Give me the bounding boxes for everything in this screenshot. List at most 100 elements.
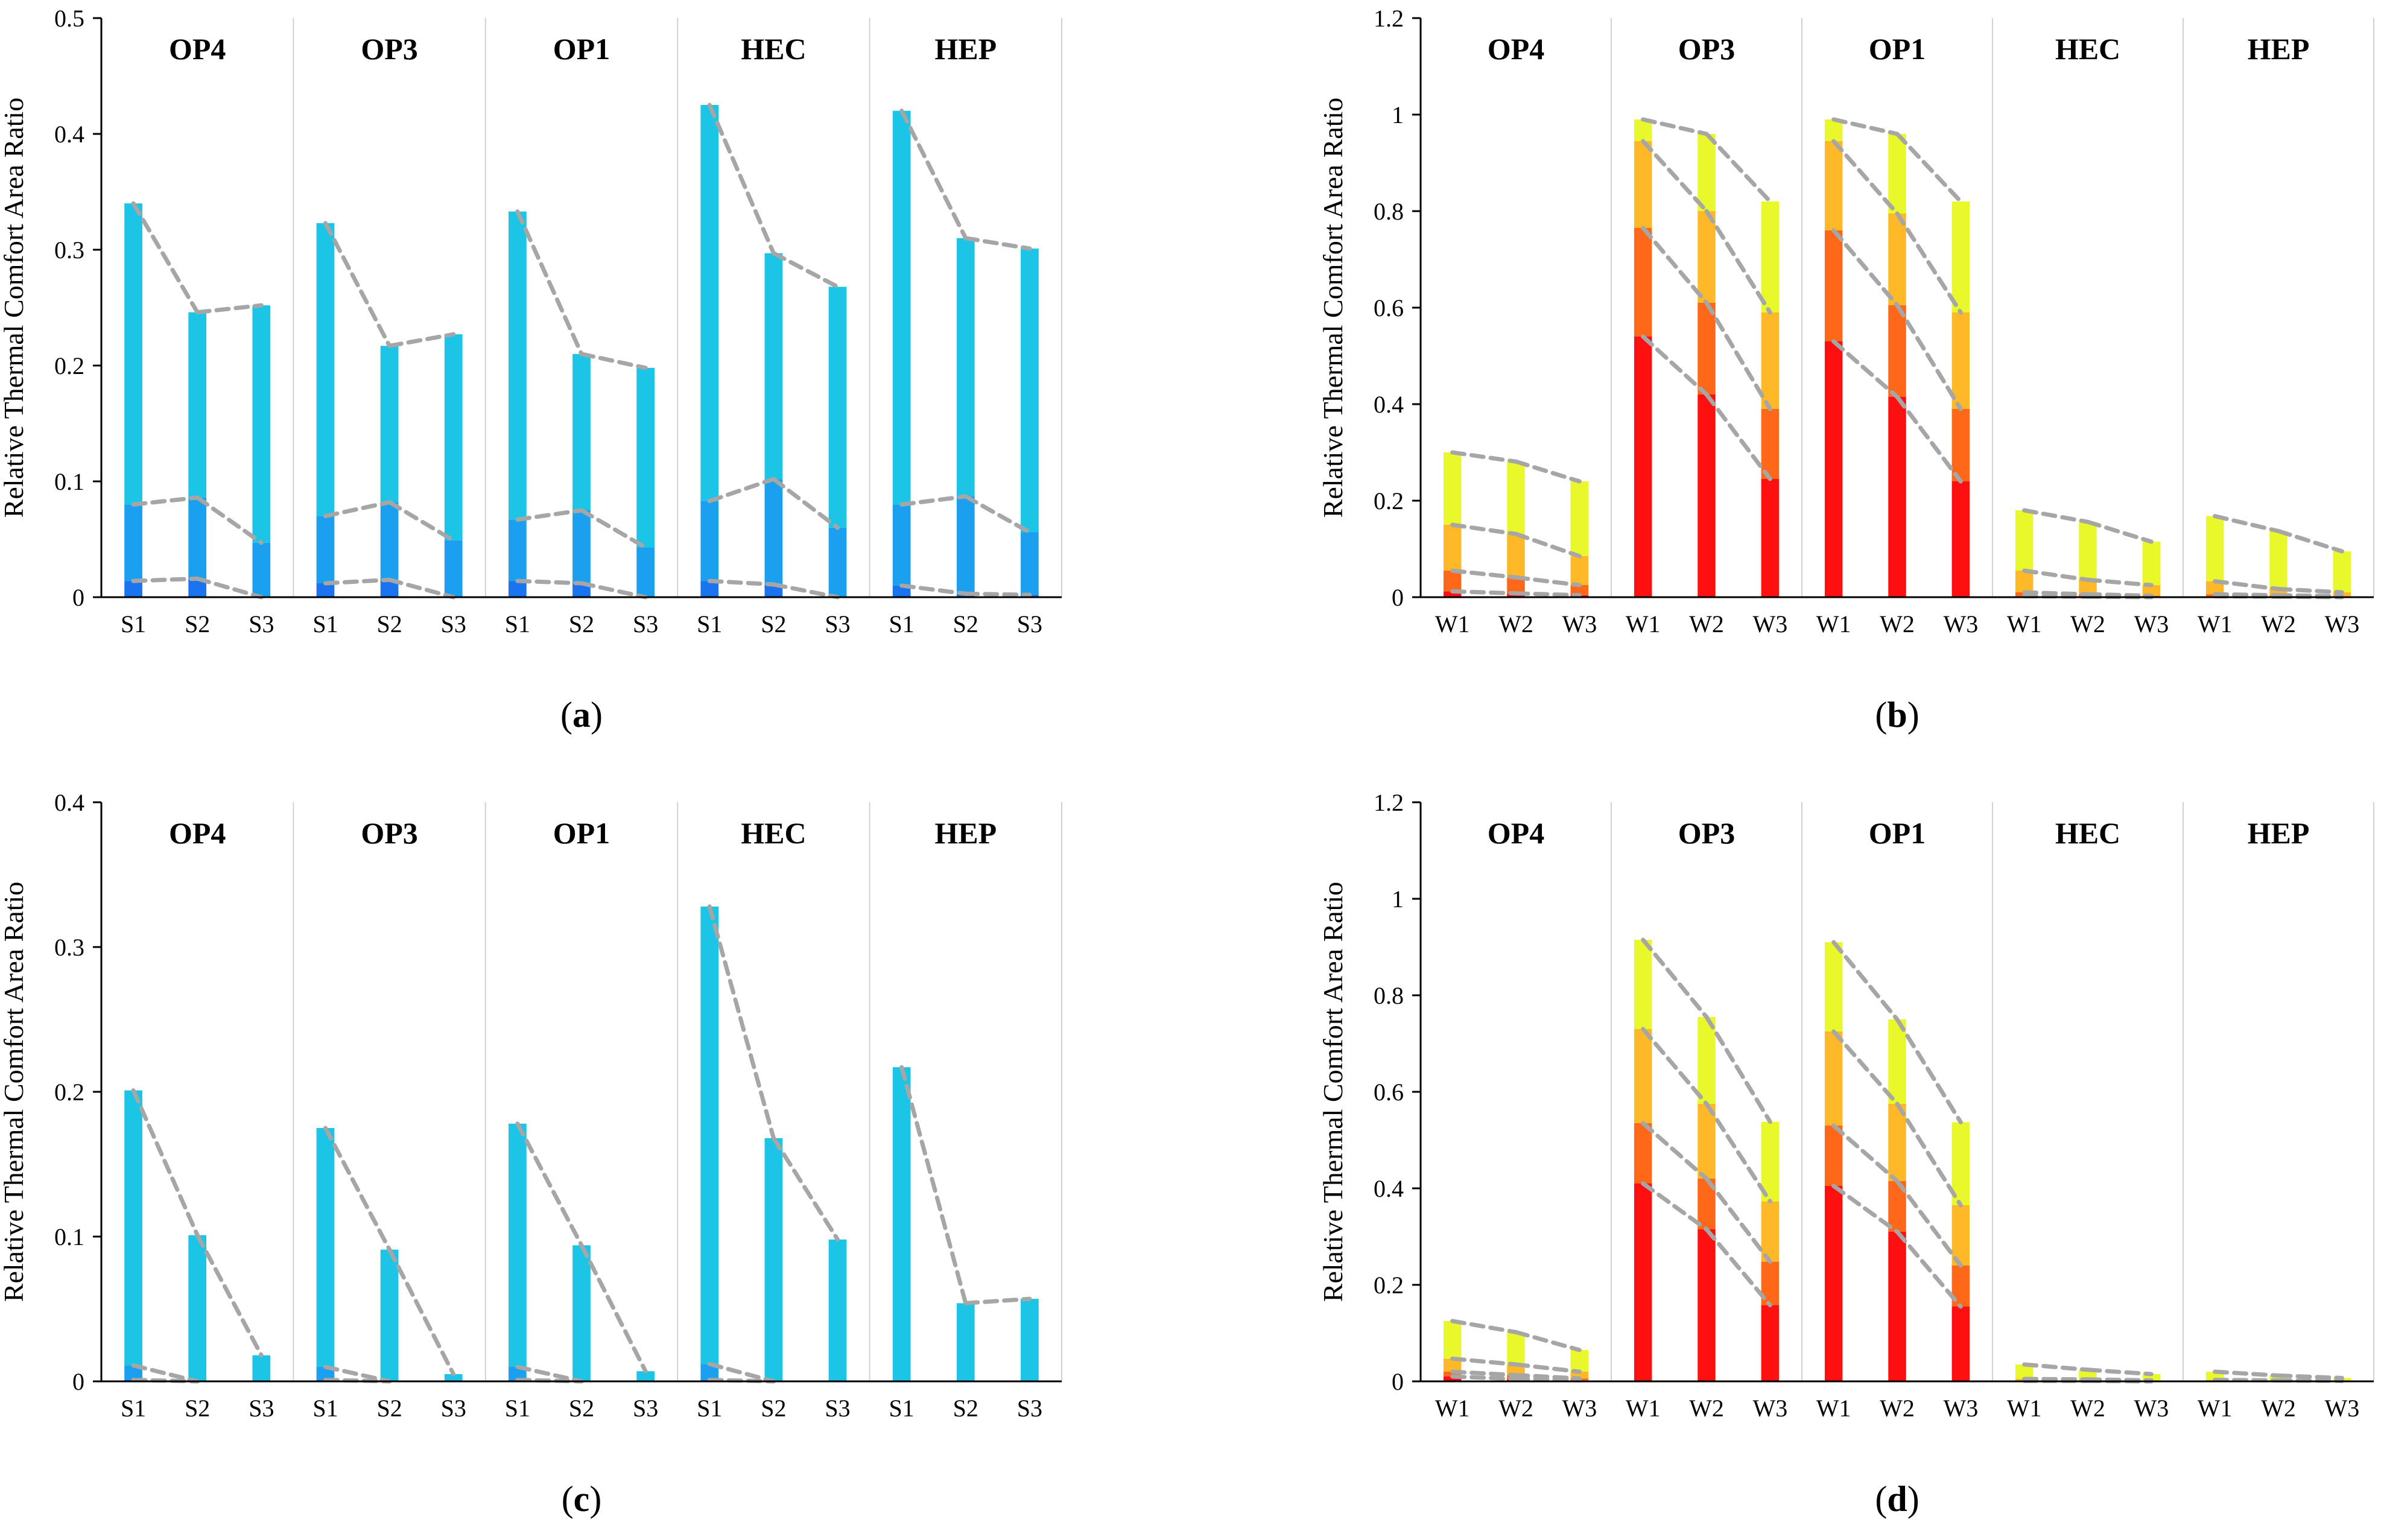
bar-segment [1888, 214, 1906, 305]
x-tick-label: S2 [376, 610, 402, 638]
trend-connector [2022, 1362, 2090, 1372]
trend-connector [1831, 339, 1900, 399]
bar-segment [380, 1249, 399, 1381]
bar-segment [1507, 1364, 1525, 1375]
y-tick-label: 0 [1392, 1368, 1404, 1395]
caption-close-paren: ) [1907, 695, 1920, 735]
bar-segment [444, 334, 463, 540]
group-label: OP1 [1869, 32, 1926, 66]
y-tick-label: 0.4 [54, 121, 84, 148]
x-tick-label: W3 [1752, 610, 1787, 638]
trend-connector [963, 591, 1032, 597]
bar-segment [1761, 1305, 1780, 1381]
x-tick-label: W1 [1816, 610, 1851, 638]
group-label: OP3 [361, 816, 417, 850]
y-axis-title: Relative Thermal Comfort Area Ratio [1317, 882, 1348, 1302]
bar-segment [1824, 341, 1843, 597]
bar-segment [1761, 409, 1780, 479]
bar-segment [1698, 1017, 1716, 1104]
bar-segment [1761, 479, 1780, 597]
trend-connector [899, 1065, 968, 1305]
group-label: HEP [934, 816, 997, 850]
group-label: OP1 [553, 32, 610, 66]
bar-segment [252, 305, 271, 543]
x-tick-label: S2 [761, 1395, 786, 1422]
trend-connector [1641, 1181, 1709, 1232]
y-axis-title: Relative Thermal Comfort Area Ratio [1317, 98, 1348, 518]
bar-segment [1951, 1122, 1970, 1205]
x-tick-label: S2 [953, 1395, 978, 1422]
trend-connector [1704, 1176, 1772, 1264]
trend-connector [963, 236, 1032, 251]
caption-open-paren: ( [562, 1479, 574, 1519]
trend-connector [1514, 459, 1582, 484]
trend-connector [2022, 590, 2090, 597]
bar-segment [1888, 1019, 1906, 1104]
bar-segment [1443, 571, 1462, 592]
x-tick-label: S1 [505, 610, 530, 638]
chart-panel-d: 0 0.2 0.4 0.6 0.8 1 1.2 Relative Thermal Comfor… [1317, 789, 2374, 1519]
trend-connector [899, 109, 968, 241]
trend-connector [387, 1247, 456, 1377]
y-tick-label: 0.1 [54, 1223, 84, 1250]
y-tick-label: 0.6 [1374, 294, 1404, 322]
x-tick-label: S1 [312, 1395, 338, 1422]
bar-segment [892, 585, 911, 597]
trend-connector [2085, 1377, 2154, 1383]
trend-connector [195, 495, 264, 545]
bar-segment [700, 105, 719, 501]
chart-panel-c: 0 0.1 0.2 0.3 0.4 Relative Thermal Comfort Ar… [0, 789, 1062, 1519]
y-tick-label: 0.2 [1374, 1272, 1404, 1299]
bar-segment [1888, 305, 1906, 397]
x-tick-label: S3 [249, 610, 274, 638]
x-tick-label: W3 [2134, 610, 2169, 638]
y-tick-label: 0.1 [54, 468, 84, 495]
x-tick-label: S1 [889, 1395, 915, 1422]
x-tick-label: W3 [1562, 610, 1597, 638]
caption-letter: c [574, 1479, 590, 1519]
bar-segment [1634, 1184, 1652, 1381]
x-tick-label: S3 [1017, 610, 1042, 638]
y-tick-label: 1.2 [1374, 5, 1404, 32]
bar-segment [316, 583, 335, 597]
bar-segment [892, 504, 911, 586]
bar-segment [2205, 516, 2224, 581]
x-tick-label: W2 [2261, 1395, 2296, 1422]
x-tick-label: W2 [1880, 1395, 1915, 1422]
y-tick-label: 0 [1392, 584, 1404, 611]
x-tick-label: S3 [633, 610, 658, 638]
bar-segment [1443, 1377, 1462, 1381]
x-tick-label: W1 [2007, 1395, 2042, 1422]
chart-panel-a: 0 0.1 0.2 0.3 0.4 0.5 Relative Thermal Comfort… [0, 5, 1062, 735]
trend-connector [2022, 508, 2090, 524]
x-tick-label: S2 [569, 1395, 594, 1422]
y-tick-label: 0.8 [1374, 982, 1404, 1009]
group-label: OP4 [169, 816, 226, 850]
trend-connector [1831, 1184, 1900, 1234]
trend-connector [899, 494, 968, 507]
bar-segment [572, 353, 591, 510]
trend-connector [515, 1121, 584, 1247]
trend-connector [2276, 593, 2344, 598]
bar-segment [1888, 1104, 1906, 1181]
x-tick-label: S1 [697, 610, 722, 638]
bar-segment [1634, 228, 1652, 337]
x-tick-label: S3 [825, 610, 850, 638]
trend-connector [2213, 514, 2281, 533]
bar-segment [316, 223, 335, 516]
trend-connector [579, 508, 648, 550]
trend-connector [515, 1364, 584, 1384]
trend-connector [899, 583, 968, 596]
bar-segment [1570, 1350, 1589, 1372]
bar-segment [1634, 1029, 1652, 1123]
bar-segment [509, 1367, 527, 1380]
trend-connector [131, 576, 200, 583]
bar-segment [188, 497, 207, 579]
x-tick-label: W3 [1943, 610, 1978, 638]
trend-connector [1895, 303, 1963, 411]
trend-connector [2022, 568, 2090, 582]
bar-segment [2142, 542, 2161, 585]
x-tick-label: S1 [312, 610, 338, 638]
bar-segment [1698, 211, 1716, 303]
